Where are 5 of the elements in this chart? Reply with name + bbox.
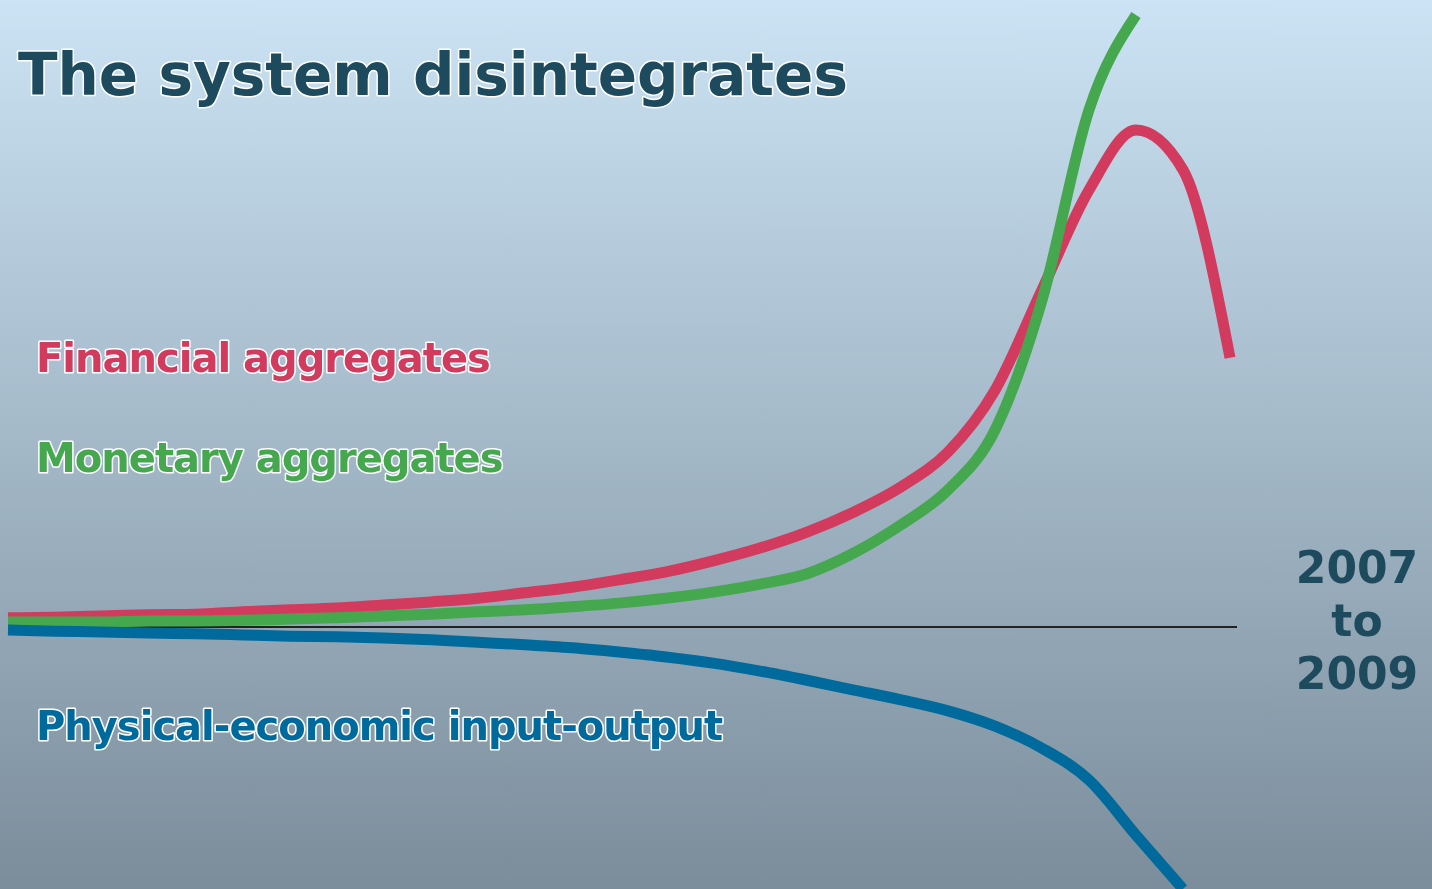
text: Financial aggregates xyxy=(36,335,490,381)
text: 2007 to 2009 xyxy=(1295,542,1419,699)
text: Monetary aggregates xyxy=(36,435,503,481)
text: The system disintegrates xyxy=(18,41,848,109)
series-label: Physical-economic input-output xyxy=(36,703,723,749)
